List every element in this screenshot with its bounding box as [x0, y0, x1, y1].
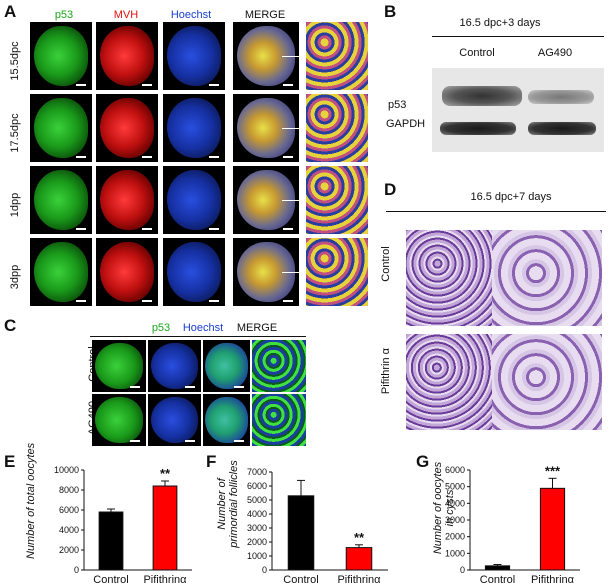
- chart-f-ytick-label: 3000: [247, 523, 267, 533]
- chart-e-ytick-label: 6000: [59, 505, 79, 515]
- c-hoechst-ag490: [148, 394, 201, 446]
- chart-g-category-label: Control: [480, 574, 515, 586]
- c-header-merge: MERGE: [236, 322, 278, 334]
- histology-title: 16.5 dpc+7 days: [470, 191, 552, 203]
- chart-f-ytick-label: 2000: [247, 537, 267, 547]
- chart-g-ytick-label: 1000: [445, 548, 465, 558]
- chart-f-ytick-label: 7000: [247, 467, 267, 477]
- a-hoechst-15-5dpc: [163, 22, 225, 90]
- a-zoom-15-5dpc: [305, 21, 369, 91]
- blot-row-p53: p53: [388, 99, 407, 111]
- chart-e-ytick-label: 2000: [59, 545, 79, 555]
- panel-label-c: C: [4, 316, 17, 335]
- a-zoom-connector: [282, 56, 306, 57]
- chart-f-ytick-label: 6000: [247, 481, 267, 491]
- a-merge-1dpp: [233, 166, 299, 234]
- chart-f-category-label: Control: [283, 574, 318, 586]
- a-hoechst-3dpp: [163, 238, 225, 306]
- panel-label-g: G: [416, 452, 430, 471]
- western-blot-image: [432, 68, 604, 152]
- blot-col-ag490: AG490: [537, 47, 573, 59]
- a-p53-15-5dpc: [30, 22, 92, 90]
- chart-f-ytick-label: 0: [262, 565, 267, 575]
- histology-title-rule: [386, 211, 606, 212]
- chart-e-bar: [98, 511, 124, 571]
- chart-f-bar: [287, 495, 315, 571]
- a-zoom-connector: [282, 272, 306, 273]
- chart-g-bar: [539, 487, 566, 571]
- header-hoechst: Hoechst: [170, 9, 212, 21]
- chart-f-significance: **: [354, 530, 365, 545]
- a-zoom-17-5dpc: [305, 93, 369, 163]
- c-header-p53: p53: [151, 322, 171, 334]
- panel-label-f: F: [206, 452, 217, 471]
- blot-title: 16.5 dpc+3 days: [459, 17, 541, 29]
- a-zoom-3dpp: [305, 237, 369, 307]
- a-mvh-1dpp: [96, 166, 158, 234]
- a-zoom-connector: [282, 200, 306, 201]
- a-hoechst-17-5dpc: [163, 94, 225, 162]
- a-merge-15-5dpc: [233, 22, 299, 90]
- chart-g-ytick-label: 5000: [445, 482, 465, 492]
- chart-f-ytick-label: 5000: [247, 495, 267, 505]
- a-mvh-3dpp: [96, 238, 158, 306]
- panel-label-d: D: [384, 180, 397, 199]
- chart-e-bar: [152, 485, 178, 571]
- chart-e-ytick-label: 10000: [54, 465, 79, 475]
- c-header-hoechst: Hoechst: [182, 322, 224, 334]
- blot-col-control: Control: [459, 47, 495, 59]
- chart-e-category-label: Pifithrinα: [143, 574, 187, 586]
- a-zoom-connector: [282, 128, 306, 129]
- chart-g-significance: ***: [545, 463, 561, 478]
- c-zoom-ag490: [252, 394, 306, 446]
- chart-f-category-label: Pifithrinα: [337, 574, 381, 586]
- chart-g-ytick-label: 3000: [445, 515, 465, 525]
- c-merge-ag490: [203, 394, 250, 446]
- blot-title-rule: [432, 36, 604, 37]
- chart-e-ytick-label: 0: [74, 565, 79, 575]
- chart-e-category-label: Control: [93, 574, 128, 586]
- panel-label-b: B: [384, 2, 397, 21]
- chart-g-ytick-label: 0: [460, 565, 465, 575]
- a-mvh-15-5dpc: [96, 22, 158, 90]
- blot-row-gapdh: GAPDH: [386, 118, 426, 130]
- chart-e-ytick-label: 8000: [59, 485, 79, 495]
- c-merge-control: [203, 340, 250, 392]
- header-mvh: MVH: [113, 9, 139, 21]
- chart-f-ytick-label: 4000: [247, 509, 267, 519]
- a-hoechst-1dpp: [163, 166, 225, 234]
- d-zoom-control: [492, 230, 602, 326]
- a-p53-17-5dpc: [30, 94, 92, 162]
- chart-g-ytick-label: 6000: [445, 465, 465, 475]
- chart-f-bar: [345, 547, 373, 571]
- c-zoom-control: [252, 340, 306, 392]
- c-header-rule: [90, 336, 306, 337]
- a-merge-17-5dpc: [233, 94, 299, 162]
- panel-label-a: A: [4, 2, 17, 21]
- chart-g-ytick-label: 4000: [445, 498, 465, 508]
- header-p53: p53: [54, 9, 74, 21]
- chart-e-significance: **: [160, 466, 171, 481]
- c-p53-ag490: [92, 394, 146, 446]
- chart-g-bar: [484, 565, 511, 571]
- header-merge: MERGE: [244, 9, 286, 21]
- d-histology-control: [406, 230, 496, 326]
- c-hoechst-control: [148, 340, 201, 392]
- a-mvh-17-5dpc: [96, 94, 158, 162]
- a-p53-1dpp: [30, 166, 92, 234]
- chart-e-ytick-label: 4000: [59, 525, 79, 535]
- d-zoom-pifithrin: [492, 334, 602, 430]
- c-p53-control: [92, 340, 146, 392]
- d-histology-pifithrin: [406, 334, 494, 430]
- chart-g-ytick-label: 2000: [445, 532, 465, 542]
- a-p53-3dpp: [30, 238, 92, 306]
- a-zoom-1dpp: [305, 165, 369, 235]
- chart-g-category-label: Pifithrinα: [531, 574, 575, 586]
- chart-f-ytick-label: 1000: [247, 551, 267, 561]
- panel-label-e: E: [4, 452, 16, 471]
